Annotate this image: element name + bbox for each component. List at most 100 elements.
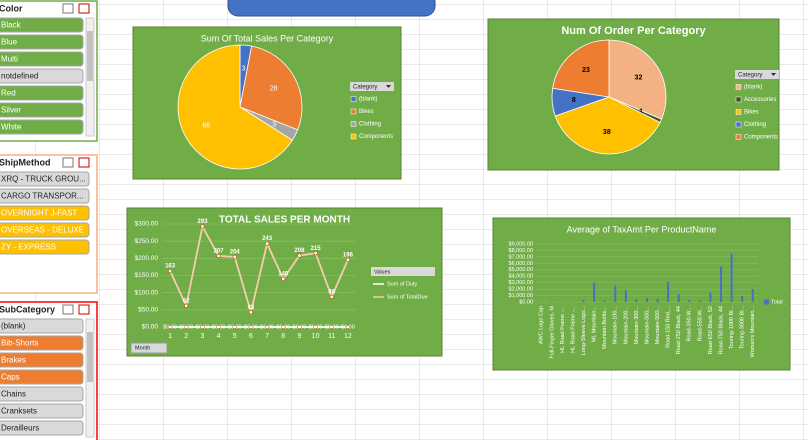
multi-select-icon[interactable] [62, 3, 74, 14]
slicer-item[interactable] [0, 352, 84, 368]
chart: TOTAL SALES PER MONTH $0.00 $50.00 $100.00 $… [126, 207, 443, 357]
slicer-title: Color [0, 3, 23, 13]
clear-filter-icon[interactable] [78, 304, 90, 315]
y-tick-label: $8,000.00 [509, 248, 533, 254]
legend-swatch [350, 133, 357, 140]
y-tick-label: $0.00 [142, 324, 159, 331]
slicer-item-label: Multi [1, 55, 18, 64]
x-tick-label: Road-250 Black, 44 [676, 306, 682, 354]
line-marker [248, 310, 254, 315]
data-label: $0.00 [179, 324, 193, 330]
line-marker [345, 324, 351, 330]
slicer-item[interactable] [0, 205, 90, 221]
chart: Num Of Order Per Category 32 1 38 8 23 Categor… [487, 18, 780, 171]
slicer-item[interactable] [0, 239, 90, 255]
bar [593, 282, 596, 302]
data-label: 204 [230, 250, 241, 256]
data-label: $0.00 [163, 324, 177, 330]
bar [741, 296, 744, 302]
x-tick-label: 2 [184, 333, 188, 340]
legend-label: Clothing [359, 122, 381, 128]
data-label: 66 [202, 122, 210, 129]
multi-select-icon[interactable] [62, 304, 74, 315]
field-button[interactable] [130, 342, 168, 354]
data-label: 62 [183, 298, 190, 304]
scroll-thumb[interactable] [87, 332, 93, 382]
slicer-item[interactable] [0, 34, 84, 50]
legend-header[interactable] [371, 267, 435, 276]
line-marker [313, 250, 318, 256]
x-tick-label: Mountain-500... [644, 306, 650, 345]
multi-select-icon[interactable] [62, 157, 74, 168]
slicer: SubCategory (blank) Bib-Shorts Brakes Caps Ch… [0, 301, 98, 440]
chart-area [492, 217, 791, 371]
slicer-item[interactable] [0, 51, 84, 67]
slicer-item[interactable] [0, 171, 90, 187]
data-label: 215 [311, 246, 322, 252]
data-label: $0.00 [196, 324, 210, 330]
chart-title: Average of TaxAmt Per ProductName [567, 224, 717, 234]
slicer-item[interactable] [0, 188, 90, 204]
slicer-title: SubCategory [0, 304, 55, 314]
y-tick-label: $5,000.00 [509, 267, 533, 273]
line-marker [264, 324, 270, 330]
x-tick-label: Touring-1000 Bl... [729, 306, 735, 350]
chart: Average of TaxAmt Per ProductName $0.00$1… [492, 217, 791, 371]
slicer-item[interactable] [0, 119, 84, 135]
x-tick-label: Road-550-W... [697, 306, 703, 342]
bar [667, 282, 670, 302]
line-marker [216, 253, 221, 259]
chart-area [126, 207, 443, 357]
pie-slice [239, 45, 303, 131]
bar [561, 301, 564, 302]
scroll-thumb[interactable] [87, 31, 93, 81]
y-tick-label: $0.00 [519, 299, 533, 305]
y-tick-label: $1,000.00 [509, 293, 533, 299]
dropdown-arrow[interactable] [771, 73, 776, 76]
line-marker [345, 257, 351, 262]
slicer-item-label: XRQ - TRUCK GROU... [1, 175, 86, 184]
y-tick-label: $3,000.00 [509, 280, 533, 286]
shape-button[interactable] [227, 0, 436, 17]
line-marker [167, 324, 173, 330]
data-label: 28 [270, 85, 278, 92]
line-marker [167, 268, 173, 274]
legend-header[interactable] [350, 82, 394, 91]
slicer-item[interactable] [0, 403, 84, 419]
data-label: 43 [248, 305, 255, 311]
y-tick-label: $300.00 [135, 221, 159, 228]
slicer-item[interactable] [0, 369, 84, 385]
slicer-item[interactable] [0, 222, 90, 238]
line-marker [248, 324, 254, 330]
data-label: 3 [242, 66, 246, 73]
slicer-item[interactable] [0, 335, 84, 351]
legend-swatch [350, 96, 357, 102]
line-marker [281, 276, 286, 282]
slicer-item-label: Silver [1, 106, 21, 115]
legend-header[interactable] [735, 70, 779, 79]
data-label: 8 [572, 97, 576, 104]
legend-label: Bikes [359, 109, 374, 115]
legend-swatch [735, 84, 742, 90]
slicer-item[interactable] [0, 102, 84, 118]
clear-filter-icon[interactable] [78, 157, 90, 168]
slicer-item[interactable] [0, 85, 84, 101]
legend-label: Components [359, 134, 393, 140]
slicer-item[interactable] [0, 17, 84, 33]
x-tick-label: Touring-3000 Bl... [740, 306, 746, 350]
bar [635, 299, 638, 302]
bar [603, 300, 606, 302]
slicer-item[interactable] [0, 318, 84, 334]
slicer-item-label: White [1, 123, 22, 132]
slicer-item[interactable] [0, 386, 84, 402]
data-label: 23 [582, 67, 590, 74]
legend-label: Sum of Duty [387, 281, 418, 287]
x-tick-label: Road-150 Red,... [666, 306, 672, 348]
pie-slice [177, 44, 293, 170]
clear-filter-icon[interactable] [78, 3, 90, 14]
slicer-item[interactable] [0, 68, 84, 84]
y-tick-label: $2,000.00 [509, 287, 533, 293]
dropdown-arrow[interactable] [386, 85, 391, 88]
slicer-item[interactable] [0, 420, 84, 436]
x-tick-label: 12 [344, 333, 352, 340]
